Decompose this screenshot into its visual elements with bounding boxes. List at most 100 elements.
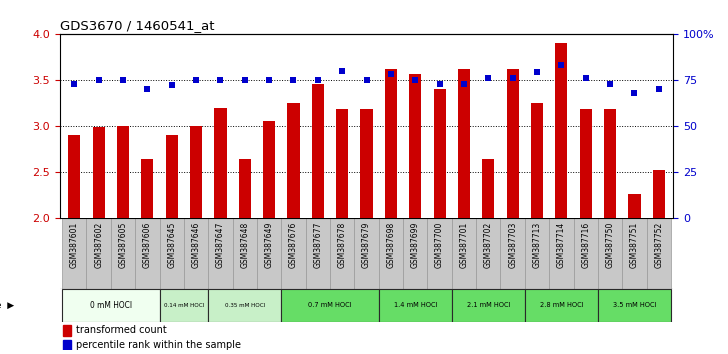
Text: GSM387751: GSM387751	[630, 222, 639, 268]
Bar	[403, 218, 427, 289]
Bar	[257, 218, 281, 289]
Point	[166, 82, 178, 88]
Bar	[281, 218, 306, 289]
Text: GSM387714: GSM387714	[557, 222, 566, 268]
Text: GSM387716: GSM387716	[581, 222, 590, 268]
Bar	[288, 103, 300, 218]
Bar	[427, 218, 452, 289]
Text: 2.1 mM HOCl: 2.1 mM HOCl	[467, 302, 510, 308]
Bar	[598, 289, 671, 322]
Text: 0 mM HOCl: 0 mM HOCl	[90, 301, 132, 310]
Bar	[306, 218, 330, 289]
Text: GSM387699: GSM387699	[411, 222, 420, 268]
Point	[483, 75, 494, 81]
Point	[361, 77, 373, 83]
Bar	[62, 218, 87, 289]
Text: GSM387605: GSM387605	[119, 222, 127, 268]
Bar	[281, 289, 379, 322]
Text: GSM387679: GSM387679	[362, 222, 371, 268]
Bar	[239, 159, 251, 218]
Bar	[574, 218, 598, 289]
Bar	[68, 135, 80, 218]
Bar	[433, 89, 446, 218]
Text: GSM387606: GSM387606	[143, 222, 152, 268]
Bar	[531, 103, 543, 218]
Bar	[263, 121, 275, 218]
Point	[409, 77, 421, 83]
Text: GSM387676: GSM387676	[289, 222, 298, 268]
Text: 0.35 mM HOCl: 0.35 mM HOCl	[225, 303, 265, 308]
Bar	[141, 159, 154, 218]
Point	[653, 86, 665, 92]
Text: GDS3670 / 1460541_at: GDS3670 / 1460541_at	[60, 19, 214, 33]
Point	[215, 77, 226, 83]
Bar	[87, 218, 111, 289]
Text: GSM387678: GSM387678	[338, 222, 347, 268]
Bar	[385, 69, 397, 218]
Point	[385, 72, 397, 77]
Point	[507, 75, 518, 81]
Text: GSM387602: GSM387602	[94, 222, 103, 268]
Text: GSM387646: GSM387646	[191, 222, 201, 268]
Bar	[190, 126, 202, 218]
Bar	[63, 340, 71, 350]
Bar	[525, 218, 549, 289]
Text: transformed count: transformed count	[76, 325, 167, 336]
Bar	[579, 109, 592, 218]
Point	[628, 90, 640, 96]
Bar	[598, 218, 622, 289]
Bar	[92, 127, 105, 218]
Text: 0.7 mM HOCl: 0.7 mM HOCl	[308, 302, 352, 308]
Point	[458, 81, 470, 86]
Bar	[507, 69, 519, 218]
Bar	[452, 289, 525, 322]
Text: GSM387645: GSM387645	[167, 222, 176, 268]
Point	[604, 81, 616, 86]
Bar	[166, 135, 178, 218]
Bar	[111, 218, 135, 289]
Text: 0.14 mM HOCl: 0.14 mM HOCl	[164, 303, 204, 308]
Bar	[476, 218, 500, 289]
Point	[93, 77, 105, 83]
Bar	[312, 85, 324, 218]
Point	[580, 75, 592, 81]
Bar	[525, 289, 598, 322]
Bar	[159, 289, 208, 322]
Bar	[62, 289, 159, 322]
Text: GSM387713: GSM387713	[532, 222, 542, 268]
Bar	[330, 218, 355, 289]
Point	[288, 77, 299, 83]
Bar	[214, 108, 226, 218]
Bar	[555, 43, 567, 218]
Bar	[336, 109, 348, 218]
Bar	[646, 218, 671, 289]
Text: GSM387677: GSM387677	[313, 222, 323, 268]
Text: GSM387752: GSM387752	[654, 222, 663, 268]
Bar	[208, 289, 281, 322]
Bar	[653, 170, 665, 218]
Text: dose  ▶: dose ▶	[0, 301, 14, 310]
Point	[312, 77, 324, 83]
Point	[239, 77, 250, 83]
Bar	[159, 218, 184, 289]
Text: GSM387700: GSM387700	[435, 222, 444, 268]
Bar	[622, 218, 646, 289]
Bar	[409, 74, 422, 218]
Bar	[355, 218, 379, 289]
Bar	[452, 218, 476, 289]
Text: 2.8 mM HOCl: 2.8 mM HOCl	[539, 302, 583, 308]
Text: GSM387703: GSM387703	[508, 222, 517, 268]
Point	[68, 81, 80, 86]
Text: GSM387701: GSM387701	[459, 222, 468, 268]
Text: GSM387648: GSM387648	[240, 222, 249, 268]
Bar	[379, 218, 403, 289]
Bar	[500, 218, 525, 289]
Bar	[482, 159, 494, 218]
Point	[141, 86, 153, 92]
Bar	[604, 109, 616, 218]
Point	[190, 77, 202, 83]
Text: 3.5 mM HOCl: 3.5 mM HOCl	[613, 302, 656, 308]
Text: percentile rank within the sample: percentile rank within the sample	[76, 340, 241, 350]
Point	[531, 70, 543, 75]
Point	[555, 62, 567, 68]
